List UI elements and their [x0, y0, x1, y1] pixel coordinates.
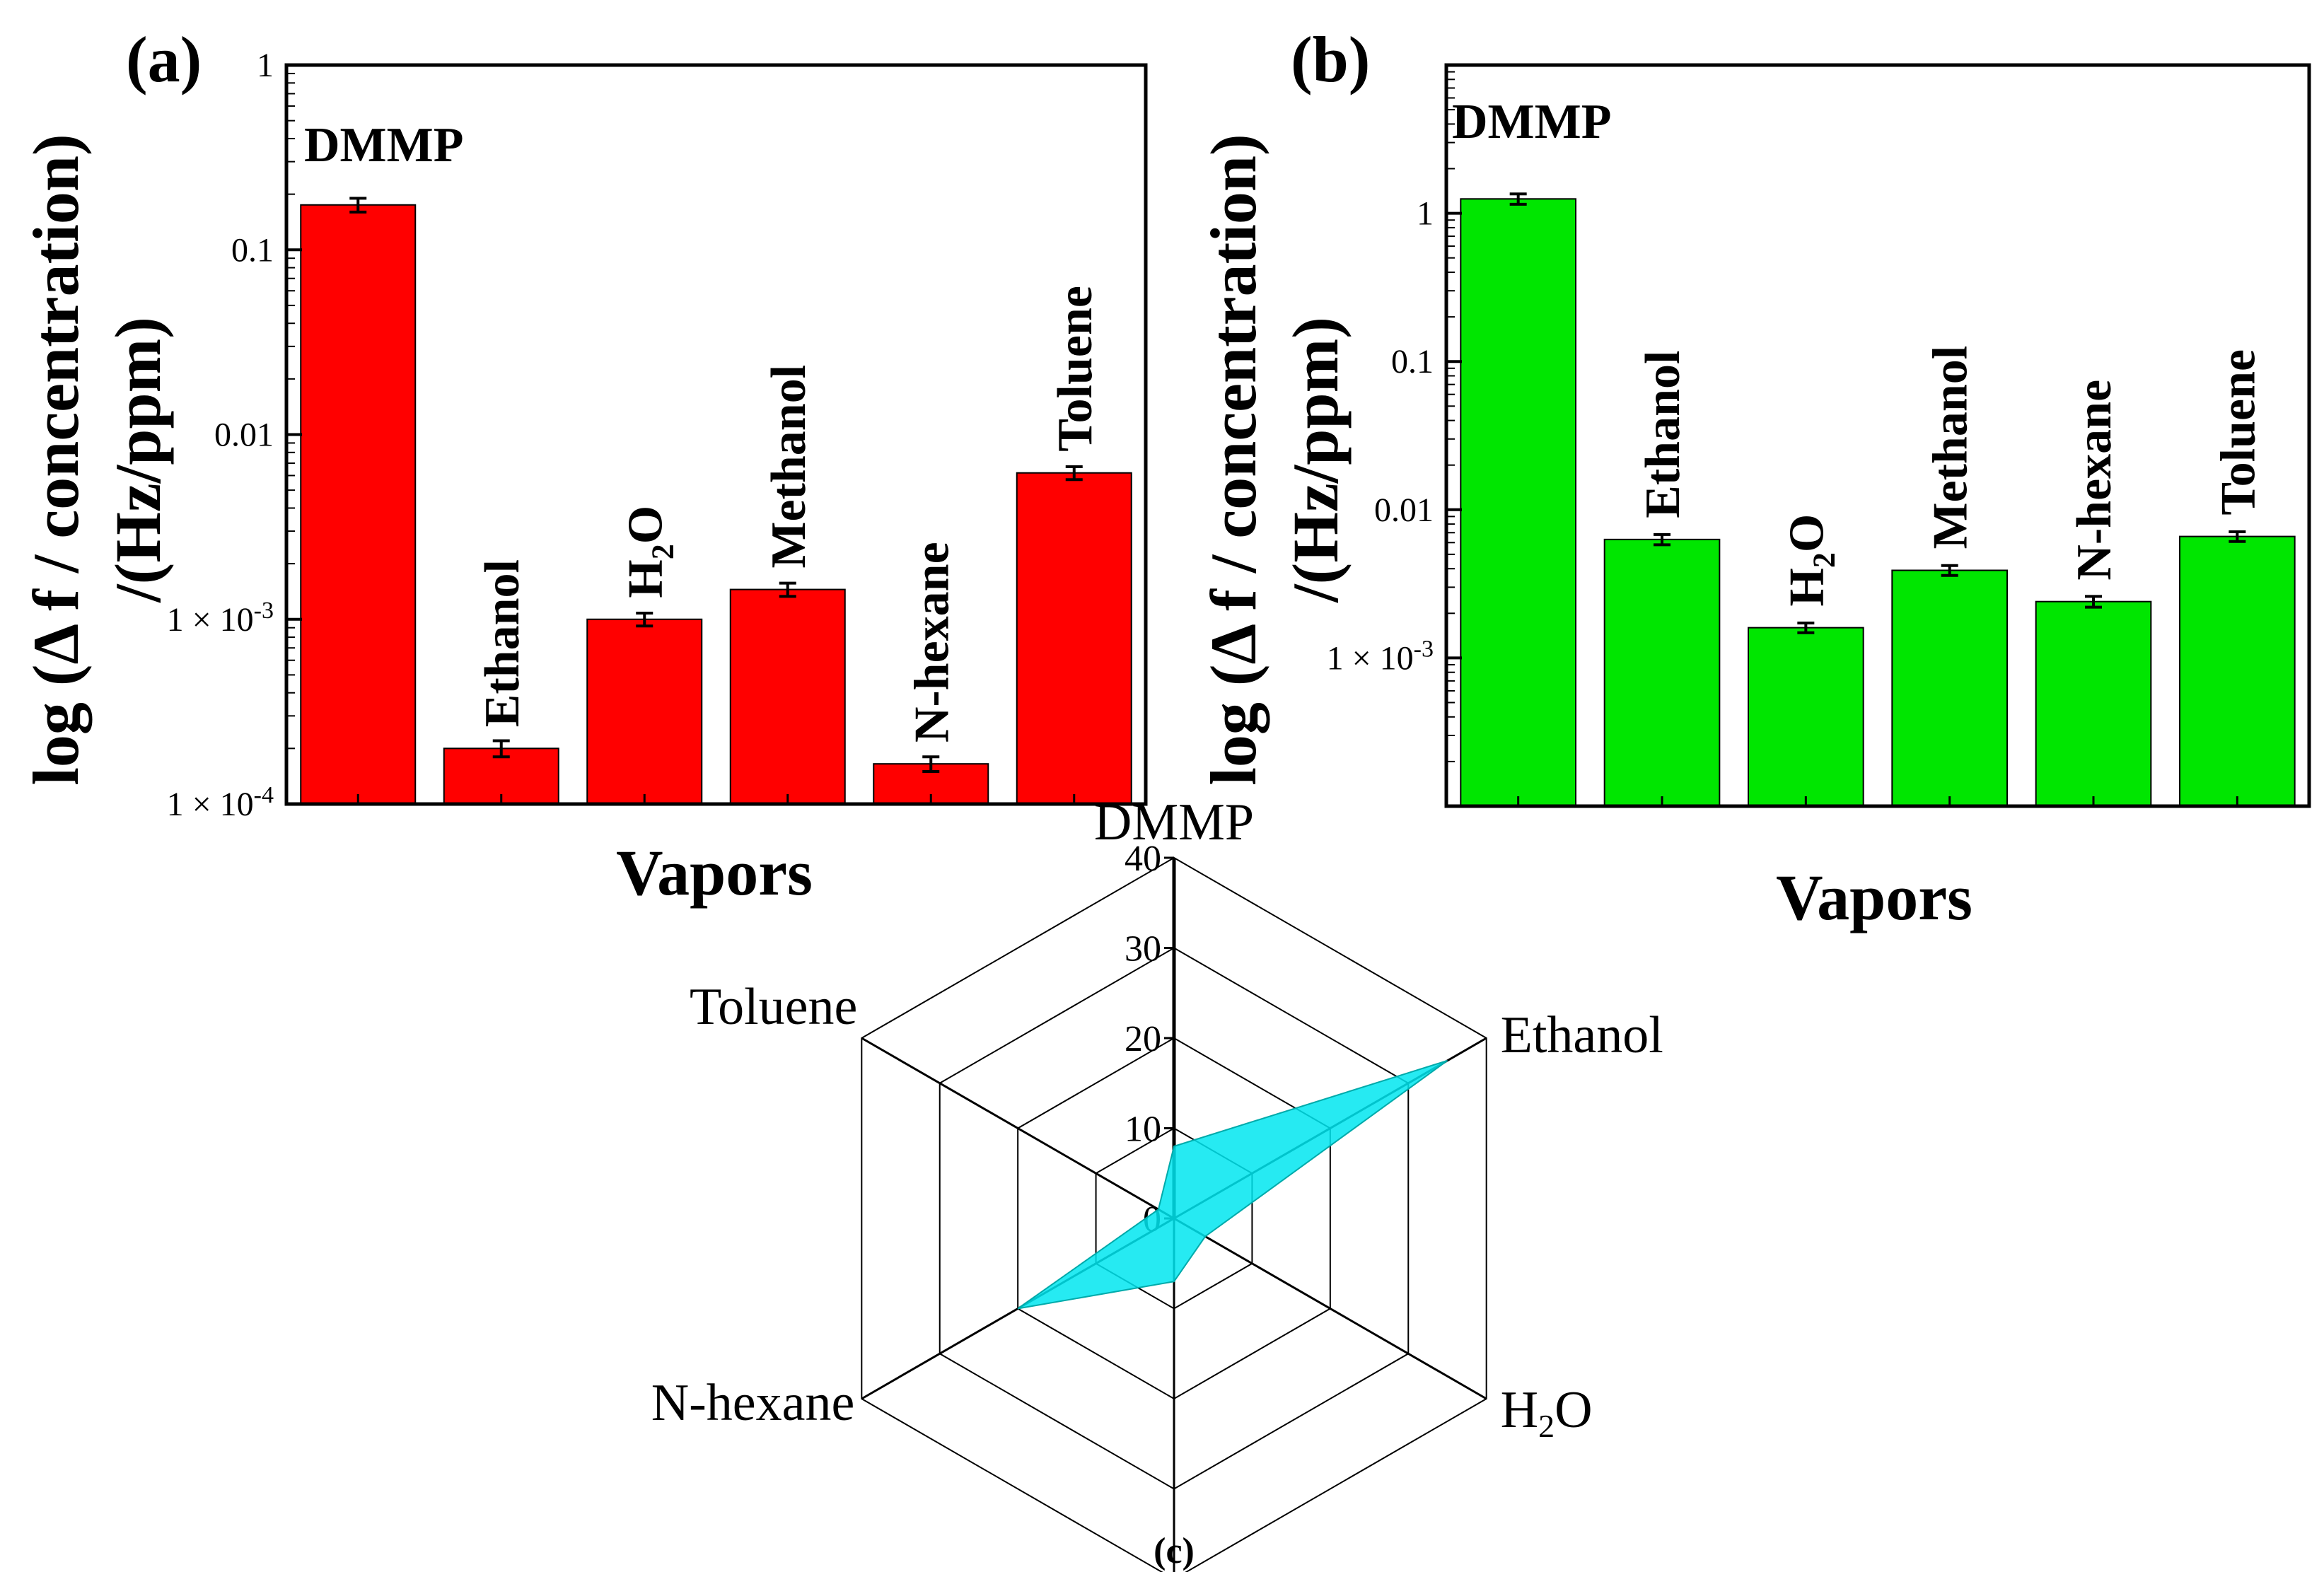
panel-b-category-label: Toluene [2211, 349, 2265, 516]
panel-b-bar [1603, 538, 1721, 807]
panel-c-radar: 010203040DMMPEthanolH2OMethanolN-hexaneT… [651, 793, 1663, 1572]
radar-h2o-o: O [1555, 1381, 1592, 1439]
radar-axis-label: Toluene [690, 978, 857, 1036]
radar-axis-label: H2O [1501, 1381, 1593, 1444]
panel-b-y-tick-label: 1 [1417, 195, 1434, 233]
radar-axis-label: N-hexane [651, 1374, 855, 1432]
panel-a-y-tick-label: 0.01 [214, 417, 274, 454]
panel-b-bar [1460, 198, 1576, 807]
panel-a-bar [586, 618, 703, 805]
radar-axis-label: DMMP [1094, 793, 1254, 851]
panel-a-category-label: Ethanol [475, 559, 530, 727]
panel-a-y-tick-text: 1 × 10 [167, 786, 254, 823]
panel-a-plot: DMMP Ethanol H2O Methanol N-hexane Toluene 1 0.… [167, 47, 1148, 823]
radar-spoke [1173, 1217, 1487, 1400]
panel-a-y-tick-label: 1 × 10-3 [167, 598, 274, 639]
panel-b-y-tick-label: 0.01 [1374, 491, 1434, 529]
panel-a-frame [284, 63, 1148, 806]
panel-b-plot: DMMP Ethanol H2O Methanol N-hexane Toluene 1 0.… [1327, 63, 2311, 808]
panel-b-label: (b) [1291, 23, 1370, 95]
panel-a-bar [300, 204, 417, 805]
panel-b-category-label: Ethanol [1636, 351, 1690, 518]
panel-b-y-tick-label: 0.1 [1391, 343, 1434, 380]
panel-b-bar [1891, 569, 2008, 808]
panel-b-y-tick-text: 1 [1417, 195, 1434, 233]
panel-b-h2o-h: H [1779, 568, 1834, 606]
panel-a-y-tick-label: 1 [257, 47, 274, 84]
panel-a-category-label: H2O [618, 506, 680, 598]
radar-h2o-sub: 2 [1538, 1408, 1555, 1444]
panel-a-label: (a) [126, 23, 202, 95]
panel-a-bar [1016, 472, 1132, 805]
panel-b-y-tick-text: 1 × 10 [1327, 639, 1414, 677]
panel-b-bar [1748, 627, 1864, 807]
panel-a-ylabel-line1: log (Δ f / concentration) [20, 134, 92, 785]
panel-b: (b) log (Δ f / concentration) /(Hz/ppm) … [1197, 23, 2311, 933]
radar-data-area [1017, 1059, 1448, 1310]
panel-a-y-tick-label: 1 × 10-4 [167, 782, 274, 823]
panel-b-y-tick-text: 0.01 [1374, 491, 1434, 529]
panel-b-frame [1444, 63, 2311, 808]
panel-a-y-tick-label: 0.1 [231, 231, 274, 269]
panel-a-category-label: N-hexane [905, 542, 959, 743]
panel-b-y-tick-exp: -3 [1414, 636, 1434, 662]
radar-h2o-h: H [1501, 1381, 1538, 1439]
panel-a: (a) log (Δ f / concentration) /(Hz/ppm) … [20, 23, 1148, 909]
panel-a-y-tick-text: 0.01 [214, 417, 274, 454]
panel-a-xlabel: Vapors [616, 837, 813, 909]
panel-b-ylabel-line1: log (Δ f / concentration) [1197, 134, 1270, 785]
panel-a-y-tick-exp: -4 [254, 782, 274, 808]
panel-b-ylabel-line2: /(Hz/ppm) [1279, 317, 1352, 603]
panel-c-label: (c) [1154, 1531, 1195, 1571]
radar-tick-label: 30 [1125, 929, 1161, 970]
panel-b-category-label: N-hexane [2067, 380, 2122, 581]
panel-b-category-label: H2O [1779, 514, 1841, 607]
panel-b-category-label: Methanol [1924, 346, 1978, 549]
panel-c: 010203040DMMPEthanolH2OMethanolN-hexaneT… [651, 793, 1663, 1572]
panel-b-category-label: DMMP [1452, 95, 1611, 149]
radar-tick-label: 20 [1125, 1019, 1161, 1059]
panel-a-category-label: Methanol [762, 365, 816, 569]
panel-a-y-tick-text: 1 × 10 [167, 601, 254, 639]
panel-b-xlabel: Vapors [1776, 861, 1973, 933]
panel-a-category-label: Toluene [1048, 286, 1103, 452]
panel-b-y-tick-label: 1 × 10-3 [1327, 636, 1434, 677]
panel-a-ylabel-line2: /(Hz/ppm) [102, 317, 174, 603]
panel-a-y-tick-exp: -3 [254, 598, 274, 624]
panel-b-h2o-sub: 2 [1806, 552, 1841, 568]
radar-spoke [861, 1037, 1175, 1220]
panel-a-bar [729, 588, 846, 805]
panel-b-bar [2035, 600, 2152, 807]
panel-b-bar [2179, 535, 2296, 807]
radar-axis-label: Ethanol [1501, 1006, 1663, 1064]
panel-b-y-tick-text: 0.1 [1391, 343, 1434, 380]
panel-a-category-label: DMMP [304, 118, 463, 173]
radar-tick-label: 40 [1125, 839, 1161, 879]
panel-a-y-tick-text: 0.1 [231, 231, 274, 269]
panel-a-h2o-h: H [618, 559, 673, 598]
panel-a-h2o-o: O [618, 506, 673, 544]
panel-b-h2o-o: O [1779, 514, 1834, 552]
radar-tick-label: 10 [1125, 1110, 1161, 1150]
panel-a-y-tick-text: 1 [257, 47, 274, 84]
panel-a-h2o-sub: 2 [645, 544, 680, 559]
